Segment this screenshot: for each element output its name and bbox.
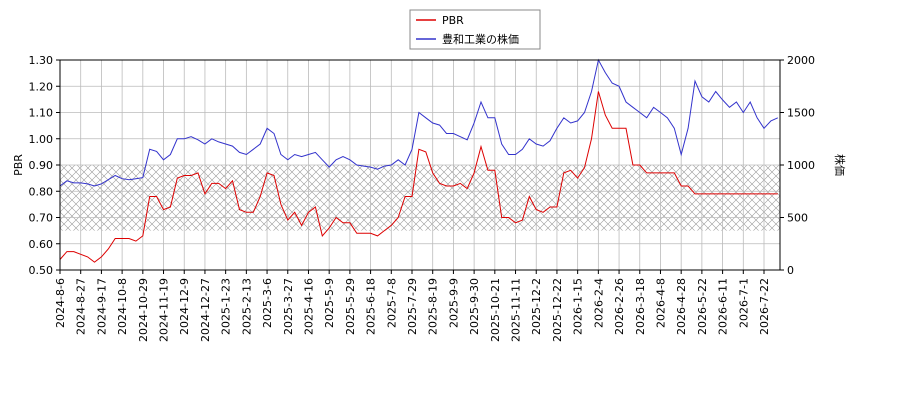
x-tick-label: 2026-4-28 xyxy=(675,278,688,335)
x-tick-label: 2025-4-16 xyxy=(302,278,315,335)
x-tick-label: 2025-3-6 xyxy=(261,278,274,328)
x-tick-label: 2026-2-26 xyxy=(613,278,626,335)
hatch-band xyxy=(60,165,780,231)
x-tick-label: 2024-10-8 xyxy=(116,278,129,335)
x-tick-label: 2026-3-18 xyxy=(634,278,647,335)
x-tick-label: 2025-11-11 xyxy=(510,278,523,342)
x-tick-label: 2025-6-18 xyxy=(365,278,378,335)
y2-tick-label: 1500 xyxy=(787,107,815,120)
y2-tick-label: 2000 xyxy=(787,54,815,67)
x-tick-label: 2024-12-9 xyxy=(178,278,191,335)
x-tick-label: 2026-6-11 xyxy=(717,278,730,335)
x-tick-label: 2024-8-6 xyxy=(54,278,67,328)
x-tick-label: 2024-11-19 xyxy=(158,278,171,342)
x-tick-label: 2024-8-27 xyxy=(75,278,88,335)
x-tick-label: 2025-12-22 xyxy=(551,278,564,342)
y-tick-label: 1.30 xyxy=(29,54,54,67)
x-tick-label: 2025-9-30 xyxy=(468,278,481,335)
series-line xyxy=(59,91,778,263)
x-tick-label: 2024-12-27 xyxy=(199,278,212,342)
y-tick-label: 1.20 xyxy=(29,80,54,93)
x-tick-label: 2025-7-8 xyxy=(385,278,398,328)
y2-tick-label: 0 xyxy=(787,264,794,277)
y-tick-label: 0.50 xyxy=(29,264,54,277)
series-line xyxy=(59,58,779,187)
y2-tick-label: 500 xyxy=(787,212,808,225)
y-tick-label: 0.80 xyxy=(29,185,54,198)
x-tick-label: 2026-7-1 xyxy=(737,278,750,328)
x-tick-label: 2024-9-17 xyxy=(95,278,108,335)
legend-label: 豊和工業の株価 xyxy=(442,32,519,46)
x-tick-label: 2025-8-19 xyxy=(427,278,440,335)
y2-axis-label: 株価 xyxy=(833,154,847,176)
y2-tick-label: 1000 xyxy=(787,159,815,172)
legend xyxy=(409,9,541,50)
plot-frame xyxy=(59,59,781,271)
x-tick-label: 2026-1-15 xyxy=(572,278,585,335)
x-tick-label: 2025-10-21 xyxy=(489,278,502,342)
legend-label: PBR xyxy=(442,14,464,27)
y-tick-label: 0.90 xyxy=(29,159,54,172)
x-tick-label: 2026-2-4 xyxy=(592,278,605,328)
y-tick-label: 0.60 xyxy=(29,238,54,251)
x-tick-label: 2024-10-29 xyxy=(137,278,150,342)
x-tick-label: 2025-9-9 xyxy=(447,278,460,328)
x-tick-label: 2025-7-29 xyxy=(406,278,419,335)
x-tick-label: 2026-5-22 xyxy=(696,278,709,335)
x-tick-label: 2026-7-22 xyxy=(758,278,771,335)
x-tick-label: 2025-2-13 xyxy=(240,278,253,335)
x-tick-label: 2025-1-23 xyxy=(220,278,233,335)
x-tick-label: 2025-3-27 xyxy=(282,278,295,335)
x-tick-label: 2025-5-9 xyxy=(323,278,336,328)
y-tick-label: 0.70 xyxy=(29,212,54,225)
x-tick-label: 2026-4-8 xyxy=(654,278,667,328)
x-tick-label: 2025-12-2 xyxy=(530,278,543,335)
y-axis-label: PBR xyxy=(12,154,25,176)
x-tick-label: 2025-5-29 xyxy=(344,278,357,335)
y-tick-label: 1.00 xyxy=(29,133,54,146)
y-tick-label: 1.10 xyxy=(29,107,54,120)
